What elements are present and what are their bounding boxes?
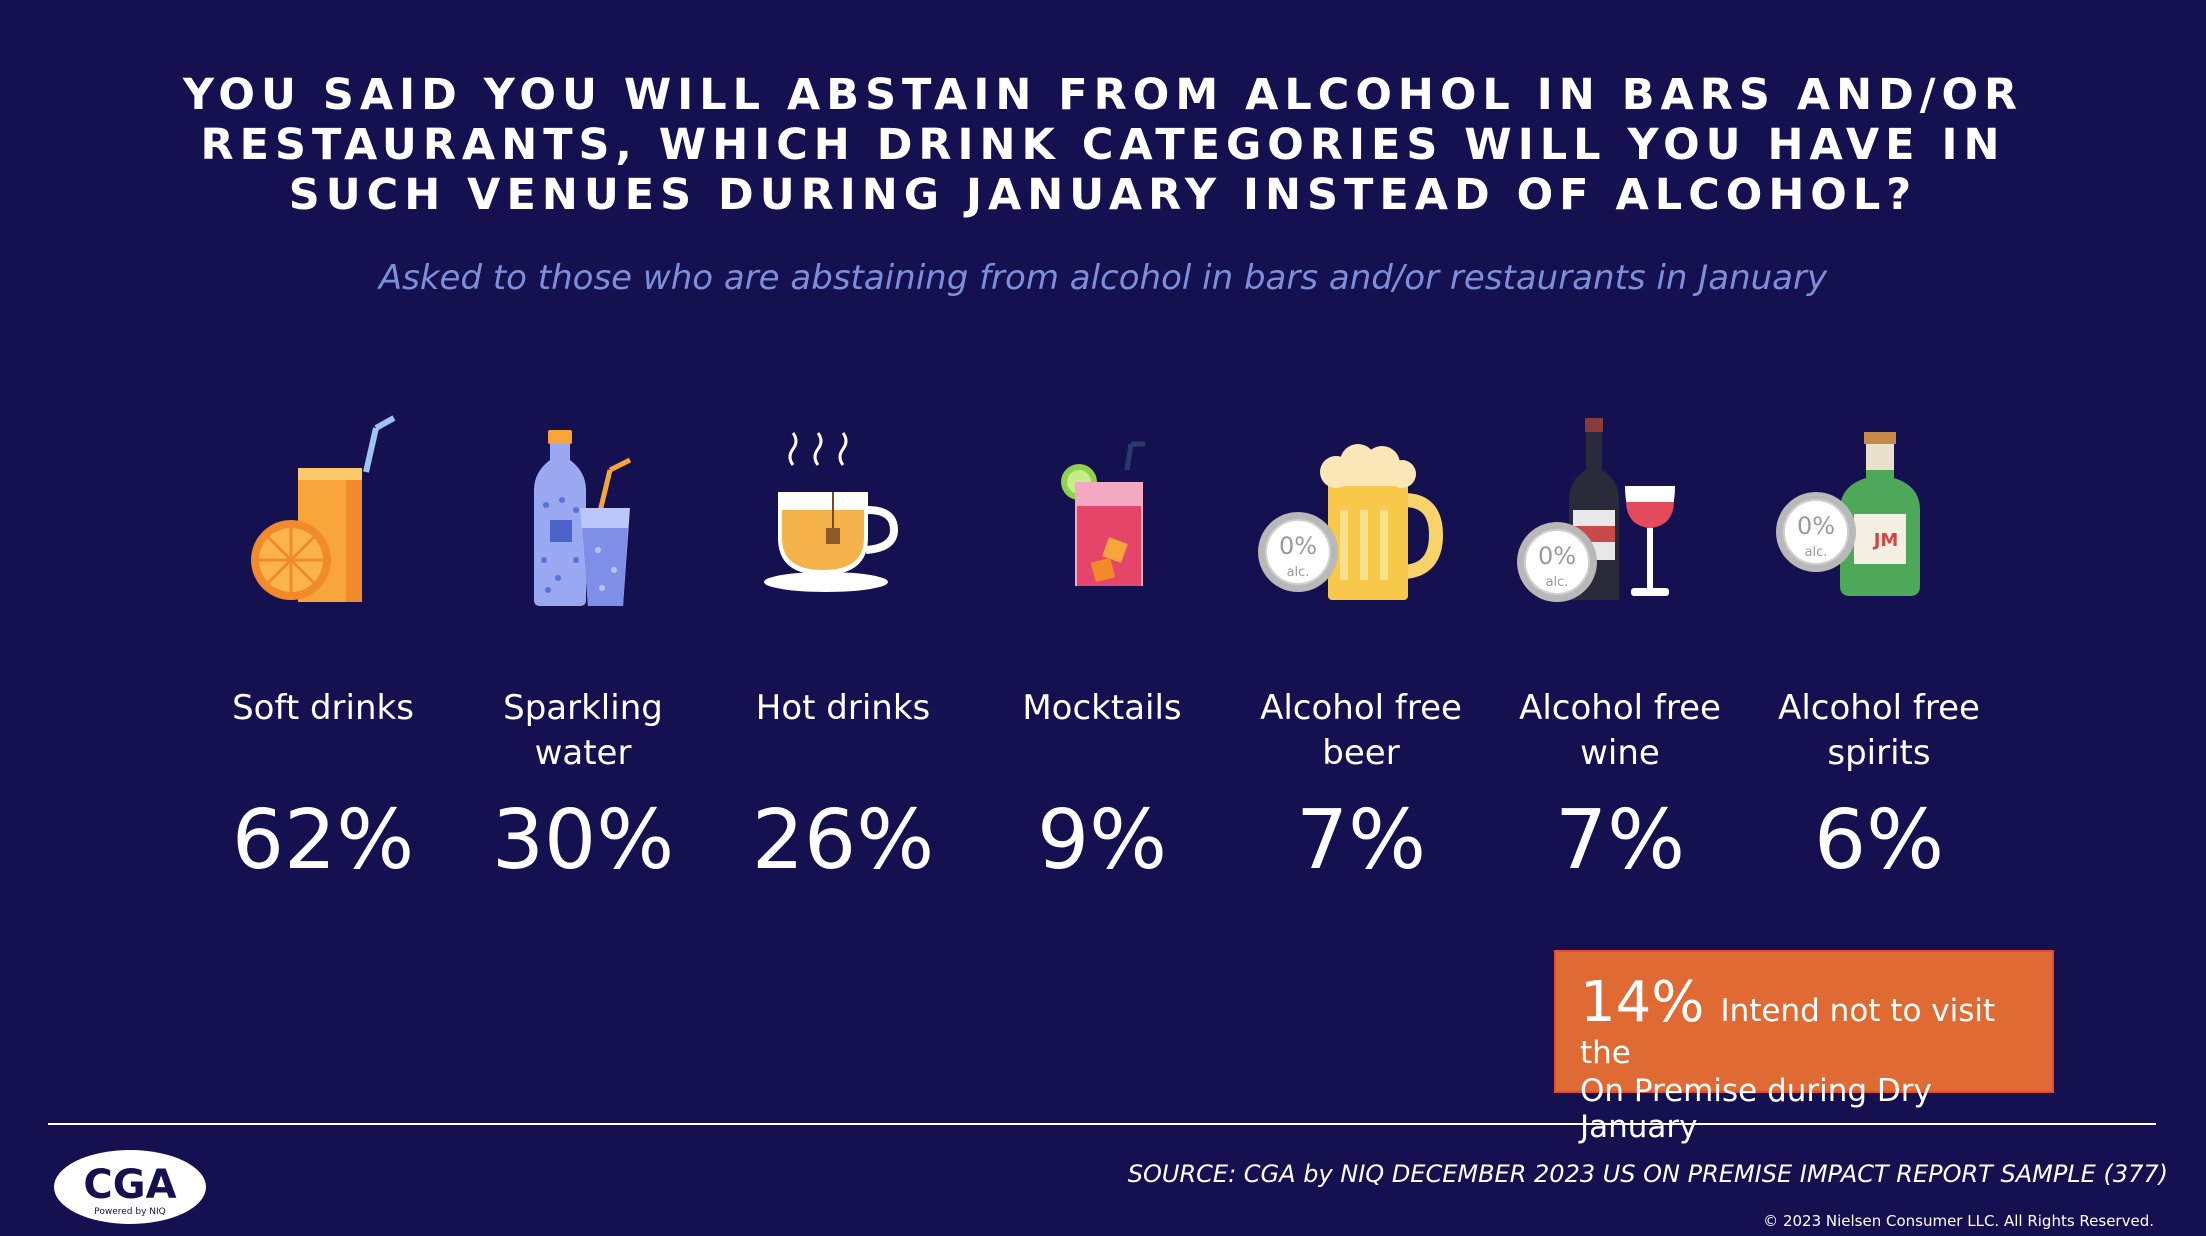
category-value: 9% (1036, 793, 1168, 888)
zero-alcohol-badge-alc: alc. (1287, 565, 1310, 580)
page-title: YOU SAID YOU WILL ABSTAIN FROM ALCOHOL I… (150, 70, 2056, 220)
category-label-line1: Mocktails (1022, 688, 1182, 728)
category-mocktails: Mocktails 9% (977, 410, 1227, 886)
cga-logo: CGA Powered by NIQ (54, 1150, 206, 1224)
category-label-line1: Alcohol free (1260, 688, 1462, 728)
zero-alcohol-badge-alc: alc. (1546, 575, 1569, 590)
category-label-line1: Sparkling (503, 688, 663, 728)
zero-alcohol-badge-alc: alc. (1805, 545, 1828, 560)
title-line-3: SUCH VENUES DURING JANUARY INSTEAD OF AL… (288, 170, 1918, 220)
title-line-1: YOU SAID YOU WILL ABSTAIN FROM ALCOHOL I… (182, 70, 2024, 120)
category-value: 30% (491, 793, 675, 888)
alcohol-free-wine-icon: 0% alc. (1517, 418, 1675, 602)
category-label-line2: wine (1580, 733, 1660, 773)
category-value: 7% (1554, 793, 1686, 888)
category-value: 26% (751, 793, 935, 888)
soft-drink-icon (251, 415, 396, 602)
alcohol-free-beer-icon: 0% alc. (1258, 444, 1444, 600)
category-sparkling-water: Sparkling water 30% (458, 410, 708, 886)
bottle-label-text: JM (1872, 530, 1899, 551)
zero-alcohol-badge-percent: 0% (1279, 532, 1317, 560)
callout-text-line2: On Premise during Dry January (1580, 1073, 1932, 1145)
mocktail-icon (1061, 441, 1145, 586)
source-note: SOURCE: CGA by NIQ DECEMBER 2023 US ON P… (1127, 1160, 2168, 1188)
callout-text-line1: Intend not to visit the (1580, 993, 1996, 1071)
category-label-line2: water (534, 733, 632, 773)
copyright-note: © 2023 Nielsen Consumer LLC. All Rights … (1763, 1212, 2154, 1230)
footer-divider (48, 1123, 2156, 1125)
category-value: 6% (1813, 793, 1945, 888)
logo-subtext: Powered by NIQ (94, 1207, 166, 1217)
category-label-line2: spirits (1827, 733, 1931, 773)
category-hot-drinks: Hot drinks 26% (718, 410, 968, 886)
logo-text: CGA (83, 1162, 176, 1208)
category-alcohol-free-beer: 0% alc. Alcohol free beer 7% (1236, 410, 1486, 886)
callout-box: 14% Intend not to visit the On Premise du… (1554, 950, 2054, 1145)
category-alcohol-free-spirits: JM 0% alc. Alcohol free spirits 6% (1754, 410, 2004, 886)
category-value: 62% (231, 793, 415, 888)
category-label-line2: beer (1322, 733, 1400, 773)
category-label-line1: Hot drinks (755, 688, 931, 728)
hot-drink-icon (764, 432, 899, 592)
category-label-line1: Soft drinks (232, 688, 414, 728)
category-label-line1: Alcohol free (1519, 688, 1721, 728)
zero-alcohol-badge-percent: 0% (1797, 512, 1835, 540)
zero-alcohol-badge-percent: 0% (1538, 542, 1576, 570)
category-label-line1: Alcohol free (1778, 688, 1980, 728)
title-line-2: RESTAURANTS, WHICH DRINK CATEGORIES WILL… (200, 120, 2006, 170)
category-value: 7% (1295, 793, 1427, 888)
callout-value: 14% (1580, 970, 1705, 1035)
category-soft-drinks: Soft drinks 62% (198, 410, 448, 886)
category-alcohol-free-wine: 0% alc. Alcohol free wine 7% (1495, 410, 1745, 886)
page-subtitle: Asked to those who are abstaining from a… (378, 258, 1828, 298)
sparkling-water-icon (534, 430, 632, 606)
alcohol-free-spirits-icon: JM 0% alc. (1776, 432, 1920, 596)
